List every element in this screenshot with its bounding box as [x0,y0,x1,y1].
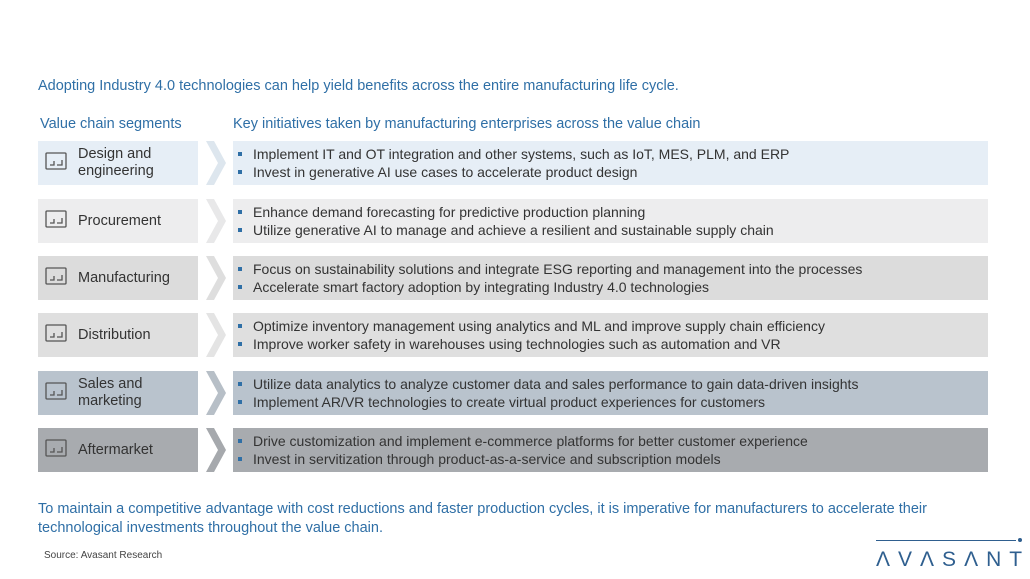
value-chain-row: Aftermarket Drive customization and imple… [38,428,988,472]
segment-label: Manufacturing [78,269,170,286]
chevron-arrow [206,428,226,472]
initiative-item: Improve worker safety in warehouses usin… [233,335,988,353]
initiative-item: Implement AR/VR technologies to create v… [233,393,988,411]
initiatives-box: Focus on sustainability solutions and in… [233,256,988,300]
value-chain-row: Sales and marketing Utilize data analytic… [38,371,988,415]
segment-label: Distribution [78,326,151,343]
value-chain-row: Distribution Optimize inventory managemen… [38,313,988,357]
source-note: Source: Avasant Research [44,550,163,561]
value-chain-row: Manufacturing Focus on sustainability sol… [38,256,988,300]
intro-text: Adopting Industry 4.0 technologies can h… [38,78,679,94]
chevron-arrow [206,199,226,243]
initiatives-box: Implement IT and OT integration and othe… [233,141,988,185]
initiative-item: Enhance demand forecasting for predictiv… [233,203,988,221]
chevron-arrow [206,371,226,415]
people-search-icon [38,377,78,410]
initiative-item: Focus on sustainability solutions and in… [233,260,988,278]
value-chain-row: Procurement Enhance demand forecasting fo… [38,199,988,243]
segment-box: Design and engineering [38,141,198,185]
segment-box: Distribution [38,313,198,357]
hands-person-icon [38,434,78,467]
warehouse-icon [38,319,78,352]
blueprint-icon [38,147,78,180]
initiative-item: Utilize generative AI to manage and achi… [233,221,988,239]
segment-label: Design and engineering [78,146,154,179]
initiative-item: Utilize data analytics to analyze custom… [233,375,988,393]
chevron-arrow [206,141,226,185]
segment-box: Procurement [38,199,198,243]
initiative-item: Optimize inventory management using anal… [233,317,988,335]
chevron-arrow [206,313,226,357]
segment-box: Aftermarket [38,428,198,472]
initiatives-box: Optimize inventory management using anal… [233,313,988,357]
segment-label: Sales and marketing [78,376,143,409]
initiative-item: Invest in generative AI use cases to acc… [233,163,988,181]
initiative-item: Invest in servitization through product-… [233,450,988,468]
chevron-arrow [206,256,226,300]
initiative-item: Accelerate smart factory adoption by int… [233,278,988,296]
segments-header: Value chain segments [40,116,182,132]
segment-box: Sales and marketing [38,371,198,415]
initiatives-header: Key initiatives taken by manufacturing e… [233,116,701,132]
initiatives-box: Enhance demand forecasting for predictiv… [233,199,988,243]
initiatives-box: Utilize data analytics to analyze custom… [233,371,988,415]
value-chain-row: Design and engineering Implement IT and O… [38,141,988,185]
factory-icon [38,262,78,295]
segment-label: Aftermarket [78,441,153,458]
segment-label: Procurement [78,212,162,229]
initiative-item: Drive customization and implement e-comm… [233,432,988,450]
initiatives-box: Drive customization and implement e-comm… [233,428,988,472]
conclusion-text: To maintain a competitive advantage with… [38,501,927,536]
globe-network-icon [38,205,78,238]
initiative-item: Implement IT and OT integration and othe… [233,145,988,163]
segment-box: Manufacturing [38,256,198,300]
